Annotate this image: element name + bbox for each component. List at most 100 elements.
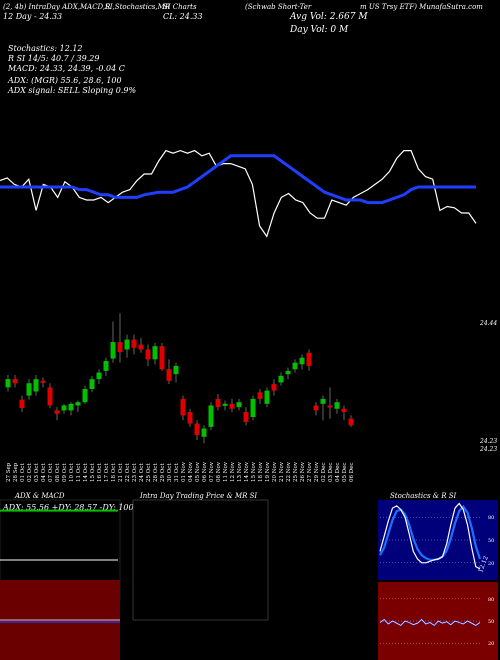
date-tick-label: 29 Oct bbox=[160, 463, 166, 482]
date-axis: 27 Sep 28 Sep 01 Oct 02 Oct 03 Oct 04 Oct 07 O… bbox=[6, 461, 355, 482]
main-chart: 27 Sep 28 Sep 01 Oct 02 Oct 03 Oct 04 Oct 07 O… bbox=[0, 149, 477, 482]
date-tick-label: 04 Dec bbox=[335, 463, 341, 483]
date-tick-label: 03 Dec bbox=[328, 463, 334, 483]
candle-body bbox=[159, 346, 165, 370]
date-tick-label: 11 Nov bbox=[223, 461, 229, 482]
rsi-panel-bg bbox=[378, 582, 498, 660]
date-tick-label: 27 Sep bbox=[6, 462, 12, 482]
date-tick-label: 07 Nov bbox=[209, 461, 215, 482]
date-tick-label: 10 Oct bbox=[69, 463, 75, 482]
stoch-panel-bg bbox=[378, 500, 498, 580]
date-tick-label: 02 Dec bbox=[321, 463, 327, 483]
date-tick-label: 18 Oct bbox=[111, 463, 117, 482]
date-tick-label: 21 Nov bbox=[279, 461, 285, 482]
date-tick-label: 15 Oct bbox=[90, 463, 96, 482]
date-tick-label: 05 Dec bbox=[342, 463, 348, 483]
candle-body bbox=[33, 379, 39, 392]
adx-values-text: ADX: 55.56 +DY: 28.57 -DY: 100 bbox=[2, 503, 134, 512]
rsi-readout: R SI 14/5: 40.7 / 39.29 bbox=[8, 54, 100, 63]
date-tick-label: 11 Oct bbox=[76, 463, 82, 482]
candle-body bbox=[61, 405, 67, 411]
candle-body bbox=[271, 384, 277, 391]
candle-body bbox=[285, 370, 291, 375]
stoch-panel-title: Stochastics & R SI bbox=[390, 492, 457, 500]
day-volume: Day Vol: 0 M bbox=[290, 25, 349, 35]
candle-body bbox=[96, 372, 102, 380]
stochastics-readout: Stochastics: 12.12 bbox=[8, 44, 83, 53]
candle-body bbox=[257, 392, 263, 399]
header-segment-4: (Schwab Short-Ter bbox=[245, 3, 312, 11]
date-tick-label: 28 Oct bbox=[153, 463, 159, 482]
date-tick-label: 18 Nov bbox=[258, 461, 264, 482]
rsi-tick-label: 20 bbox=[488, 641, 494, 647]
date-tick-label: 12 Nov bbox=[230, 461, 236, 482]
rsi-tick-label: 80 bbox=[488, 597, 494, 603]
date-tick-label: 14 Oct bbox=[83, 463, 89, 482]
candle-body bbox=[117, 342, 123, 352]
stoch-tick-label: 20 bbox=[488, 561, 494, 567]
date-tick-label: 02 Oct bbox=[27, 463, 33, 482]
candle-body bbox=[348, 418, 354, 426]
candle-body bbox=[208, 405, 214, 427]
date-tick-label: 16 Oct bbox=[97, 463, 103, 482]
price-line: 12 Day - 24.33 bbox=[3, 12, 63, 21]
intraday-panel-frame bbox=[132, 499, 269, 621]
candle-body bbox=[19, 399, 25, 408]
header-segment-3: SI Charts bbox=[163, 3, 197, 11]
candle-body bbox=[173, 365, 179, 375]
macd-readout: MACD: 24.33, 24.39, -0.04 C bbox=[8, 64, 125, 73]
date-tick-label: 04 Nov bbox=[188, 461, 194, 482]
candle-body bbox=[54, 410, 60, 414]
candle-body bbox=[138, 344, 144, 350]
rsi-white-line bbox=[379, 619, 481, 626]
date-tick-label: 01 Nov bbox=[181, 461, 187, 482]
price-label-low-2: 24.23 bbox=[480, 446, 498, 453]
stoch-tick-label: 80 bbox=[488, 515, 494, 521]
candle-body bbox=[103, 361, 109, 371]
date-tick-label: 22 Oct bbox=[125, 463, 131, 482]
adx-signal-readout: ADX signal: SELL Sloping 0.9% bbox=[8, 86, 137, 95]
date-tick-label: 30 Oct bbox=[167, 463, 173, 482]
candle-body bbox=[278, 375, 284, 383]
date-tick-label: 28 Sep bbox=[13, 462, 19, 482]
candle-body bbox=[187, 412, 193, 424]
candle-body bbox=[306, 352, 312, 366]
date-tick-label: 25 Oct bbox=[146, 463, 152, 482]
date-tick-label: 09 Oct bbox=[62, 463, 68, 482]
stoch-tick-label: 50 bbox=[488, 538, 494, 544]
date-tick-label: 06 Dec bbox=[349, 463, 355, 483]
date-tick-label: 21 Oct bbox=[118, 463, 124, 482]
date-tick-label: 20 Nov bbox=[272, 461, 278, 482]
header-segment-5: m US Trsy ETF) MunafaSutra.com bbox=[360, 3, 483, 11]
date-tick-label: 06 Nov bbox=[202, 461, 208, 482]
candle-body bbox=[75, 402, 81, 406]
date-tick-label: 04 Oct bbox=[41, 463, 47, 482]
stoch-ticks: 80 50 20 bbox=[380, 515, 494, 567]
date-tick-label: 15 Nov bbox=[251, 461, 257, 482]
candle-body bbox=[222, 403, 228, 406]
candle-body bbox=[131, 339, 137, 348]
candle-body bbox=[68, 403, 74, 411]
candle-body bbox=[180, 398, 186, 416]
date-tick-label: 14 Nov bbox=[244, 461, 250, 482]
candle-body bbox=[292, 362, 298, 370]
candle-body bbox=[327, 405, 333, 408]
date-tick-label: 29 Nov bbox=[314, 461, 320, 482]
candle-body bbox=[82, 389, 88, 403]
date-tick-label: 23 Oct bbox=[132, 463, 138, 482]
stoch-last-label: 12.12 bbox=[477, 555, 490, 574]
date-tick-label: 03 Oct bbox=[34, 463, 40, 482]
candles bbox=[5, 313, 354, 444]
date-tick-label: 22 Nov bbox=[286, 461, 292, 482]
candle-body bbox=[201, 428, 207, 437]
candle-body bbox=[47, 387, 53, 406]
header-segment-1: (2, 4b) IntraDay ADX,MACD,R bbox=[3, 3, 111, 11]
candle-body bbox=[313, 405, 319, 411]
candle-body bbox=[341, 408, 347, 413]
date-tick-label: 27 Nov bbox=[307, 461, 313, 482]
candle-body bbox=[12, 379, 18, 384]
candle-body bbox=[299, 357, 305, 365]
candle-body bbox=[5, 379, 11, 388]
price-blue-line bbox=[0, 154, 476, 205]
overlay-lines bbox=[0, 149, 477, 238]
